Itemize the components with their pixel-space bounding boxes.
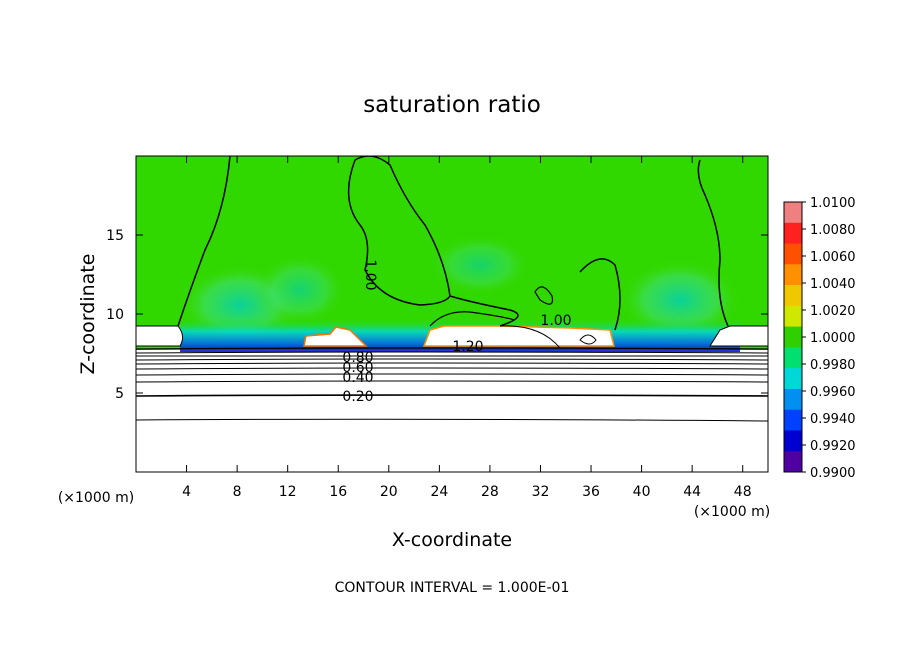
colorbar-tick-label: 0.9960: [810, 385, 856, 400]
y-axis-label: Z-coordinate: [77, 254, 99, 375]
colorbar-tick-label: 0.9980: [810, 358, 856, 373]
colorbar-tick-label: 1.0100: [810, 196, 856, 211]
x-tick-label: 24: [430, 484, 448, 500]
colorbar-tick-label: 0.9900: [810, 466, 856, 481]
colorbar-tick-label: 1.0060: [810, 250, 856, 265]
y-tick-label: 15: [106, 228, 124, 244]
colorbar-tick-label: 0.9920: [810, 439, 856, 454]
chart-title: saturation ratio: [363, 92, 541, 118]
x-tick-label: 48: [734, 484, 752, 500]
colorbar-swatch: [784, 326, 802, 348]
colorbar-swatch: [784, 409, 802, 431]
x-tick-label: 44: [683, 484, 701, 500]
x-axis-label: X-coordinate: [392, 529, 512, 551]
colorbar-tick-label: 1.0040: [810, 277, 856, 292]
colorbar-swatch: [784, 368, 802, 390]
x-tick-label: 32: [532, 484, 550, 500]
colorbar-swatch: [784, 285, 802, 307]
contour-label: 0.40: [342, 370, 373, 386]
colorbar-swatch: [784, 264, 802, 286]
y-tick-label: 10: [106, 307, 124, 323]
contour-lines: [136, 156, 768, 422]
plot-field: 1.00 1.00 1.20 0.80 0.60 0.40 0.20: [136, 156, 768, 472]
x-tick-label: 4: [182, 484, 191, 500]
x-tick-label: 16: [329, 484, 347, 500]
y-axis: 5 10 15: [106, 228, 768, 402]
colorbar-swatch: [784, 451, 802, 473]
x-tick-label: 40: [633, 484, 651, 500]
colorbar-swatch: [784, 430, 802, 452]
x-tick-label: 36: [582, 484, 600, 500]
y-unit-label: (×1000 m): [58, 490, 134, 506]
contour-label: 0.20: [342, 389, 373, 405]
colorbar-swatch: [784, 202, 802, 224]
colorbar: 1.0100 1.0080 1.0060 1.0040 1.0020 1.0000 0.99…: [783, 196, 856, 481]
colorbar-tick-label: 1.0080: [810, 223, 856, 238]
colorbar-tick-label: 0.9940: [810, 412, 856, 427]
x-tick-label: 8: [233, 484, 242, 500]
colorbar-tick-label: 1.0000: [810, 331, 856, 346]
colorbar-swatch: [784, 222, 802, 245]
colorbar-tick-label: 1.0020: [810, 304, 856, 319]
contour-interval-note: CONTOUR INTERVAL = 1.000E-01: [335, 580, 570, 596]
contour-label: 0.60: [342, 360, 373, 376]
colorbar-swatch: [784, 388, 802, 411]
contour-label: 1.00: [540, 313, 571, 329]
colorbar-swatch: [784, 347, 802, 369]
contour-label: 1.00: [362, 259, 378, 290]
x-axis: 4 8 12 16 20 24 28 32 36 40 44 48: [182, 156, 752, 500]
x-tick-label: 12: [279, 484, 297, 500]
x-tick-label: 20: [380, 484, 398, 500]
colorbar-swatch: [784, 243, 802, 265]
x-tick-label: 28: [481, 484, 499, 500]
contour-label: 0.80: [342, 350, 373, 366]
contour-label: 1.20: [452, 339, 483, 355]
contour-labels: 1.00 1.00 1.20 0.80 0.60 0.40 0.20: [342, 259, 571, 405]
colorbar-swatch: [784, 305, 802, 328]
y-tick-label: 5: [115, 386, 124, 402]
x-unit-label: (×1000 m): [694, 504, 770, 520]
